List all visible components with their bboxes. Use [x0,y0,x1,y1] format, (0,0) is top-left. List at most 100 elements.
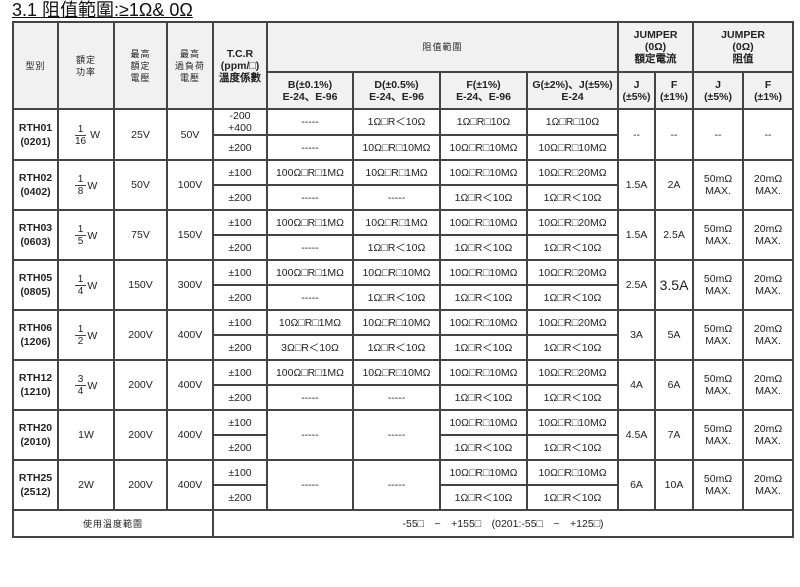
table-subrow: ±200 ----- ----- 1Ω□R＜10Ω 1Ω□R＜10Ω [13,184,793,211]
overload-voltage-cell: 100V [166,159,214,211]
range-f-cell: 1Ω□R＜10Ω [439,234,528,261]
header-jc-j: J (±5%) [617,71,657,110]
tcr-cell: ±100 [212,309,268,336]
power-denominator: 8 [77,186,84,197]
header-model: 型別 [12,21,59,110]
range-g-cell: 1Ω□R＜10Ω [525,334,620,361]
power-cell: 2W [57,459,115,511]
range-b-cell: ----- [266,108,354,136]
table-row: RTH05 (0805) 1 4 W 150V 300V ±100 100Ω□R□1MΩ 10Ω… [12,259,795,311]
tcr-cell: ±100 [212,459,268,486]
max-voltage-cell: 200V [113,459,168,511]
power-denominator: 4 [77,286,84,297]
power-unit: W [87,329,98,342]
model-cell: RTH12 (1210) [12,359,59,411]
max-voltage-cell: 25V [113,108,168,161]
overload-voltage-cell: 300V [166,259,214,311]
range-d-cell: 1Ω□R＜10Ω [352,334,441,361]
tcr-cell: -200 +400 [212,108,268,136]
max-voltage-cell: 200V [113,309,168,361]
table-row: RTH02 (0402) 1 8 W 50V 100V ±100 100Ω□R□1MΩ 10Ω□… [12,159,795,211]
max-voltage-cell: 75V [113,209,168,261]
table-subrow: ±200 3Ω□R＜10Ω 1Ω□R＜10Ω 1Ω□R＜10Ω 1Ω□R＜10Ω [13,334,793,361]
model-cell: RTH05 (0805) [12,259,59,311]
tcr-cell: ±200 [212,234,268,261]
footer-label: 使用溫度範圍 [12,509,214,538]
power-unit: W [87,229,98,242]
jumper-resistance-f-cell: -- [742,108,795,161]
jumper-current-j-cell: 2.5A [617,259,657,311]
jumper-resistance-f-cell: 20mΩ MAX. [742,159,795,211]
power-numerator: 1 [74,174,87,186]
range-f-cell: 1Ω□R＜10Ω [439,184,528,211]
header-b: B(±0.1%) E-24、E-96 [266,71,354,110]
range-f-cell: 10Ω□R□10MΩ [439,209,528,236]
header-max-voltage: 最高 額定 電壓 [113,21,168,110]
tcr-cell: ±200 [212,184,268,211]
jumper-current-f-cell: 2A [654,159,695,211]
overload-voltage-cell: 400V [166,359,214,411]
table-body: RTH01 (0201) 1 16 W 25V 50V -200 +400 ----- 1Ω□R… [12,108,795,511]
range-g-cell: 1Ω□R＜10Ω [525,384,620,411]
table-subrow: ±200 ----- 1Ω□R＜10Ω 1Ω□R＜10Ω 1Ω□R＜10Ω [13,284,793,311]
table-subrow: ±200 ----- 1Ω□R＜10Ω 1Ω□R＜10Ω 1Ω□R＜10Ω [13,234,793,261]
jumper-resistance-f-cell: 20mΩ MAX. [742,259,795,311]
range-g-cell: 10Ω□R□10MΩ [525,459,620,486]
tcr-cell: ±200 [212,384,268,411]
range-b-cell: ----- [266,234,354,261]
table-subrow: ±200 1Ω□R＜10Ω 1Ω□R＜10Ω [13,434,793,461]
power-unit: W [87,279,98,292]
range-d-cell: ----- [352,459,441,511]
table-row: RTH01 (0201) 1 16 W 25V 50V -200 +400 ----- 1Ω□R… [12,108,795,161]
range-b-cell: ----- [266,409,354,461]
max-voltage-cell: 200V [113,409,168,461]
range-g-cell: 1Ω□R□10Ω [525,108,620,136]
jumper-current-j-cell: 1.5A [617,159,657,211]
jumper-current-f-cell: 10A [654,459,695,511]
max-voltage-cell: 200V [113,359,168,411]
range-d-cell: 10Ω□R□1MΩ [352,209,441,236]
header-d: D(±0.5%) E-24、E-96 [352,71,441,110]
range-b-cell: ----- [266,134,354,161]
range-g-cell: 1Ω□R＜10Ω [525,434,620,461]
jumper-current-f-cell: -- [654,108,695,161]
jumper-resistance-f-cell: 20mΩ MAX. [742,409,795,461]
jumper-current-f-cell: 2.5A [654,209,695,261]
range-g-cell: 10Ω□R□20MΩ [525,209,620,236]
range-d-cell: 10Ω□R□10MΩ [352,134,441,161]
footer-value: -55□ ~ +155□ (0201:-55□ ~ +125□) [211,509,795,538]
range-g-cell: 10Ω□R□20MΩ [525,359,620,386]
range-f-cell: 10Ω□R□10MΩ [439,259,528,286]
range-d-cell: 10Ω□R□10MΩ [352,259,441,286]
power-cell: 1W [57,409,115,461]
jumper-resistance-j-cell: 50mΩ MAX. [692,459,745,511]
header-jr-f: F (±1%) [742,71,795,110]
jumper-resistance-f-cell: 20mΩ MAX. [742,359,795,411]
range-b-cell: 100Ω□R□1MΩ [266,209,354,236]
range-f-cell: 1Ω□R＜10Ω [439,434,528,461]
overload-voltage-cell: 50V [166,108,214,161]
tcr-cell: ±200 [212,334,268,361]
power-numerator: 1 [74,324,87,336]
power-numerator: 1 [74,224,87,236]
range-b-cell: ----- [266,284,354,311]
model-cell: RTH20 (2010) [12,409,59,461]
tcr-cell: ±100 [212,259,268,286]
power-fraction: 1 16 W [72,124,100,147]
power-denominator: 16 [74,135,87,147]
jumper-resistance-j-cell: 50mΩ MAX. [692,259,745,311]
range-f-cell: 1Ω□R＜10Ω [439,484,528,511]
header-resistance-range: 阻值範圍 [265,21,620,73]
jumper-current-f-cell: 3.5A [654,259,695,311]
range-d-cell: 1Ω□R＜10Ω [352,108,441,136]
range-f-cell: 10Ω□R□10MΩ [439,459,528,486]
section-title: 3.1 阻值範圍:≥1Ω& 0Ω [12,0,193,20]
table-subrow: ±200 1Ω□R＜10Ω 1Ω□R＜10Ω [13,484,793,511]
range-b-cell: 100Ω□R□1MΩ [266,159,354,186]
range-g-cell: 10Ω□R□20MΩ [525,159,620,186]
overload-voltage-cell: 400V [166,459,214,511]
tcr-cell: ±200 [212,134,268,161]
